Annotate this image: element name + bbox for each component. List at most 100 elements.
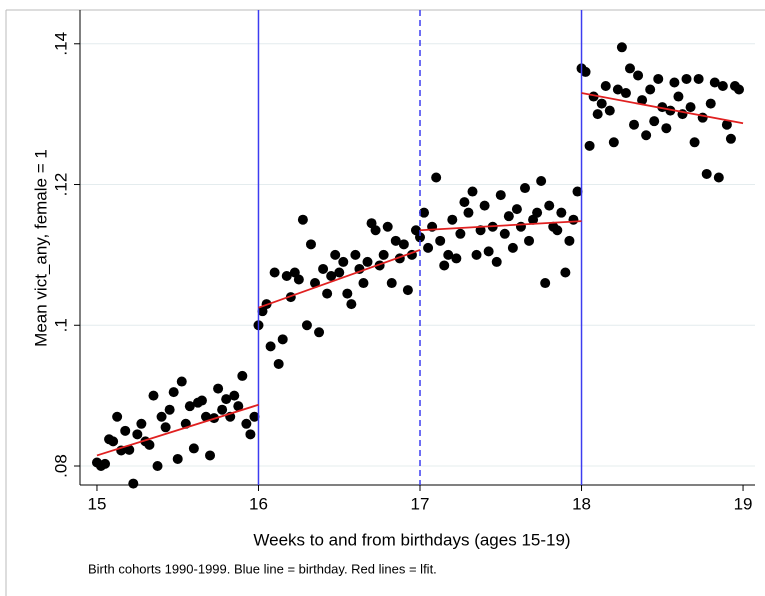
- point: [443, 249, 454, 260]
- point: [536, 176, 547, 186]
- point: [685, 102, 696, 113]
- point: [160, 422, 171, 433]
- point: [326, 271, 337, 281]
- point: [314, 327, 325, 338]
- point: [499, 228, 510, 239]
- point: [128, 478, 139, 489]
- point: [310, 278, 321, 289]
- point: [382, 221, 393, 232]
- x-tick-label: 15: [87, 494, 106, 513]
- point: [612, 84, 623, 95]
- point: [108, 436, 119, 447]
- point: [681, 73, 692, 84]
- point: [386, 278, 397, 289]
- point: [507, 242, 518, 253]
- point: [419, 207, 430, 218]
- point: [459, 197, 470, 208]
- point: [136, 418, 147, 429]
- point: [217, 404, 228, 415]
- point: [241, 418, 252, 429]
- point: [148, 390, 159, 401]
- point: [156, 411, 167, 422]
- point: [532, 207, 543, 218]
- point: [665, 105, 676, 116]
- point: [318, 263, 329, 274]
- x-tick-label: 19: [734, 494, 753, 513]
- point: [524, 235, 535, 246]
- point: [269, 267, 280, 278]
- point: [265, 341, 276, 352]
- point: [661, 123, 672, 134]
- x-tick-label: 17: [411, 494, 430, 513]
- point: [398, 239, 409, 250]
- point: [592, 109, 603, 120]
- point: [734, 84, 745, 95]
- point: [653, 73, 664, 84]
- point: [124, 444, 135, 455]
- point: [152, 461, 163, 471]
- point: [196, 395, 207, 406]
- point: [596, 98, 607, 109]
- y-tick-label: .1: [51, 318, 70, 332]
- point: [435, 235, 446, 246]
- point: [705, 98, 716, 109]
- point: [673, 91, 684, 102]
- point: [657, 102, 668, 113]
- point: [172, 453, 183, 464]
- point: [245, 429, 256, 440]
- point: [564, 235, 575, 246]
- point: [293, 274, 304, 285]
- point: [120, 425, 131, 436]
- point: [463, 207, 474, 218]
- point: [439, 260, 450, 271]
- point: [491, 256, 502, 267]
- point: [447, 214, 458, 225]
- point: [431, 172, 442, 183]
- fit-line: [419, 220, 582, 232]
- point: [188, 443, 199, 454]
- point: [544, 200, 555, 211]
- point: [233, 401, 244, 412]
- fit-line: [258, 249, 421, 309]
- point: [641, 130, 652, 141]
- point: [709, 77, 720, 88]
- point: [629, 119, 640, 130]
- point: [402, 285, 413, 296]
- point: [495, 190, 506, 201]
- point: [713, 172, 724, 183]
- point: [112, 411, 123, 422]
- point: [669, 77, 680, 88]
- point: [572, 186, 583, 197]
- point: [358, 278, 369, 289]
- point: [649, 116, 660, 127]
- point: [229, 390, 240, 401]
- point: [415, 232, 426, 243]
- point: [616, 42, 627, 53]
- point: [168, 387, 179, 398]
- point: [633, 70, 644, 81]
- point: [346, 299, 357, 310]
- point: [144, 439, 155, 450]
- point: [350, 249, 361, 260]
- point: [624, 63, 635, 74]
- point: [301, 320, 312, 331]
- point: [330, 249, 341, 260]
- point: [200, 411, 211, 422]
- point: [305, 239, 316, 250]
- point: [580, 66, 591, 77]
- y-tick-label: .14: [51, 32, 70, 56]
- point: [322, 288, 333, 299]
- point: [338, 256, 349, 267]
- y-axis-label: Mean vict_any, female = 1: [31, 149, 50, 347]
- fit-line: [581, 92, 744, 125]
- point: [483, 246, 494, 257]
- point: [342, 288, 353, 299]
- point: [689, 137, 700, 148]
- point: [362, 256, 373, 267]
- point: [552, 225, 563, 236]
- point: [390, 235, 401, 246]
- y-tick-label: .08: [51, 454, 70, 478]
- point: [540, 278, 551, 289]
- point: [584, 140, 595, 151]
- x-tick-label: 18: [572, 494, 591, 513]
